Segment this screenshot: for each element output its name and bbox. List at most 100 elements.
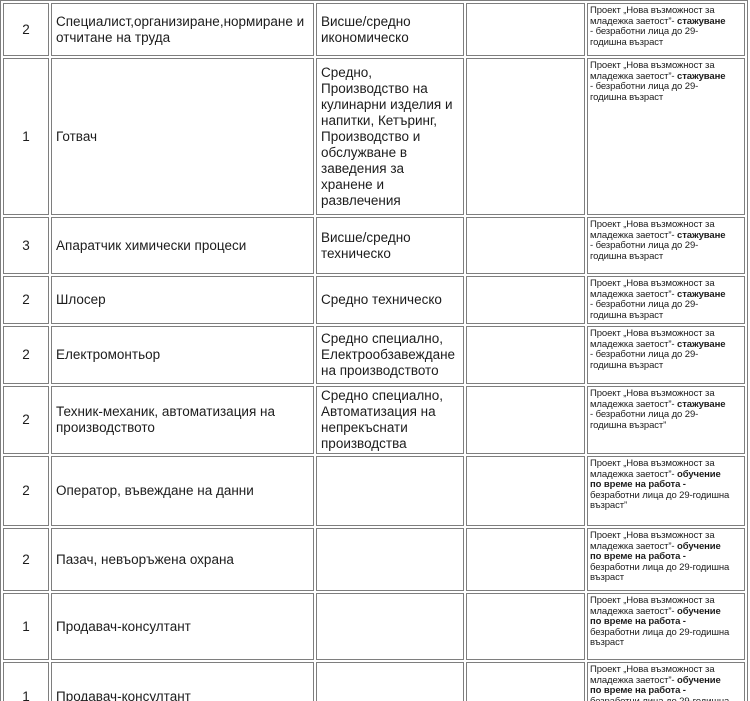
project-suffix: безработни лица до 29-годишна възраст — [590, 561, 730, 583]
extra-cell — [466, 58, 585, 215]
project-prefix: Проект „Нова възможност за младежка зает… — [590, 458, 715, 480]
project-program-bold: стажуване — [677, 288, 726, 300]
extra-cell — [466, 3, 585, 56]
vacancy-row: 2 Пазач, невъоръжена охрана Проект „Нова… — [3, 528, 745, 591]
position-cell: Електромонтьор — [51, 326, 314, 384]
project-cell: Проект „Нова възможност за младежка зает… — [587, 217, 745, 274]
project-suffix: - безработни лица до 29-годишна възраст — [590, 240, 699, 262]
project-program-bold: стажуване — [677, 338, 726, 350]
project-cell: Проект „Нова възможност за младежка зает… — [587, 662, 745, 701]
vacancy-row: 2 Специалист,организиране,нормиране и от… — [3, 3, 745, 56]
project-cell: Проект „Нова възможност за младежка зает… — [587, 386, 745, 454]
project-suffix: безработни лица до 29-годишна възраст — [590, 626, 730, 648]
education-cell — [316, 593, 464, 660]
project-suffix: - безработни лица до 29-годишна възраст — [590, 299, 699, 321]
project-cell: Проект „Нова възможност за младежка зает… — [587, 593, 745, 660]
vacancy-row: 1 Готвач Средно, Производство на кулинар… — [3, 58, 745, 215]
project-suffix: - безработни лица до 29-годишна възраст” — [590, 409, 699, 431]
project-program-bold: обучение по време на работа - — [590, 540, 721, 562]
project-text: Проект „Нова възможност за младежка зает… — [590, 664, 730, 701]
project-prefix: Проект „Нова възможност за младежка зает… — [590, 328, 715, 350]
project-program-bold: стажуване — [677, 398, 726, 410]
project-program-bold: стажуване — [677, 229, 726, 241]
vacancies-tbody: 2 Специалист,организиране,нормиране и от… — [3, 3, 745, 701]
project-program-bold: обучение по време на работа - — [590, 674, 721, 696]
education-cell — [316, 662, 464, 701]
project-text: Проект „Нова възможност за младежка зает… — [590, 278, 730, 321]
project-prefix: Проект „Нова възможност за младежка зает… — [590, 278, 715, 300]
vacancy-row: 3 Апаратчик химически процеси Висше/сред… — [3, 217, 745, 274]
education-cell — [316, 528, 464, 591]
vacancy-row: 2 Оператор, въвеждане на данни Проект „Н… — [3, 456, 745, 526]
project-prefix: Проект „Нова възможност за младежка зает… — [590, 388, 715, 410]
project-suffix: - безработни лица до 29-годишна възраст — [590, 81, 699, 103]
project-program-bold: стажуване — [677, 70, 726, 82]
project-cell: Проект „Нова възможност за младежка зает… — [587, 276, 745, 324]
vacancy-row: 2 Електромонтьор Средно специално, Елект… — [3, 326, 745, 384]
project-cell: Проект „Нова възможност за младежка зает… — [587, 326, 745, 384]
vacancy-count-cell: 2 — [3, 456, 49, 526]
position-cell: Апаратчик химически процеси — [51, 217, 314, 274]
project-prefix: Проект „Нова възможност за младежка зает… — [590, 530, 715, 552]
project-suffix: - безработни лица до 29-годишна възраст — [590, 26, 699, 48]
project-cell: Проект „Нова възможност за младежка зает… — [587, 3, 745, 56]
position-cell: Продавач-консултант — [51, 662, 314, 701]
project-cell: Проект „Нова възможност за младежка зает… — [587, 456, 745, 526]
extra-cell — [466, 276, 585, 324]
education-cell: Висше/средно техническо — [316, 217, 464, 274]
project-text: Проект „Нова възможност за младежка зает… — [590, 219, 730, 262]
vacancy-row: 2 Шлосер Средно техническо Проект „Нова … — [3, 276, 745, 324]
education-cell: Средно специално, Автоматизация на непре… — [316, 386, 464, 454]
extra-cell — [466, 456, 585, 526]
vacancy-count-cell: 2 — [3, 276, 49, 324]
vacancy-count-cell: 2 — [3, 528, 49, 591]
project-text: Проект „Нова възможност за младежка зает… — [590, 5, 730, 48]
project-text: Проект „Нова възможност за младежка зает… — [590, 60, 730, 103]
position-cell: Готвач — [51, 58, 314, 215]
project-prefix: Проект „Нова възможност за младежка зает… — [590, 664, 715, 686]
education-cell: Средно, Производство на кулинарни издели… — [316, 58, 464, 215]
project-text: Проект „Нова възможност за младежка зает… — [590, 388, 730, 431]
extra-cell — [466, 386, 585, 454]
vacancy-row: 1 Продавач-консултант Проект „Нова възмо… — [3, 662, 745, 701]
project-suffix: безработни лица до 29-годишна възраст — [590, 695, 730, 701]
position-cell: Специалист,организиране,нормиране и отчи… — [51, 3, 314, 56]
education-cell — [316, 456, 464, 526]
education-cell: Средно специално, Електрообзавеждане на … — [316, 326, 464, 384]
education-cell: Висше/средно икономическо — [316, 3, 464, 56]
project-text: Проект „Нова възможност за младежка зает… — [590, 595, 730, 649]
vacancy-count-cell: 1 — [3, 662, 49, 701]
project-prefix: Проект „Нова възможност за младежка зает… — [590, 60, 715, 82]
position-cell: Шлосер — [51, 276, 314, 324]
project-cell: Проект „Нова възможност за младежка зает… — [587, 528, 745, 591]
education-cell: Средно техническо — [316, 276, 464, 324]
project-prefix: Проект „Нова възможност за младежка зает… — [590, 595, 715, 617]
project-program-bold: обучение по време на работа - — [590, 468, 721, 490]
project-cell: Проект „Нова възможност за младежка зает… — [587, 58, 745, 215]
vacancy-count-cell: 2 — [3, 386, 49, 454]
project-program-bold: стажуване — [677, 15, 726, 27]
project-prefix: Проект „Нова възможност за младежка зает… — [590, 5, 715, 27]
project-text: Проект „Нова възможност за младежка зает… — [590, 530, 730, 584]
vacancy-count-cell: 1 — [3, 593, 49, 660]
vacancy-row: 2 Техник-механик, автоматизация на произ… — [3, 386, 745, 454]
vacancy-count-cell: 2 — [3, 326, 49, 384]
position-cell: Техник-механик, автоматизация на произво… — [51, 386, 314, 454]
extra-cell — [466, 326, 585, 384]
project-prefix: Проект „Нова възможност за младежка зает… — [590, 219, 715, 241]
position-cell: Пазач, невъоръжена охрана — [51, 528, 314, 591]
vacancy-row: 1 Продавач-консултант Проект „Нова възмо… — [3, 593, 745, 660]
vacancy-count-cell: 1 — [3, 58, 49, 215]
project-text: Проект „Нова възможност за младежка зает… — [590, 328, 730, 371]
project-suffix: безработни лица до 29-годишна възраст” — [590, 489, 730, 511]
vacancy-count-cell: 3 — [3, 217, 49, 274]
project-text: Проект „Нова възможност за младежка зает… — [590, 458, 730, 512]
vacancy-count-cell: 2 — [3, 3, 49, 56]
extra-cell — [466, 662, 585, 701]
project-program-bold: обучение по време на работа - — [590, 605, 721, 627]
project-suffix: - безработни лица до 29-годишна възраст — [590, 349, 699, 371]
extra-cell — [466, 217, 585, 274]
position-cell: Оператор, въвеждане на данни — [51, 456, 314, 526]
